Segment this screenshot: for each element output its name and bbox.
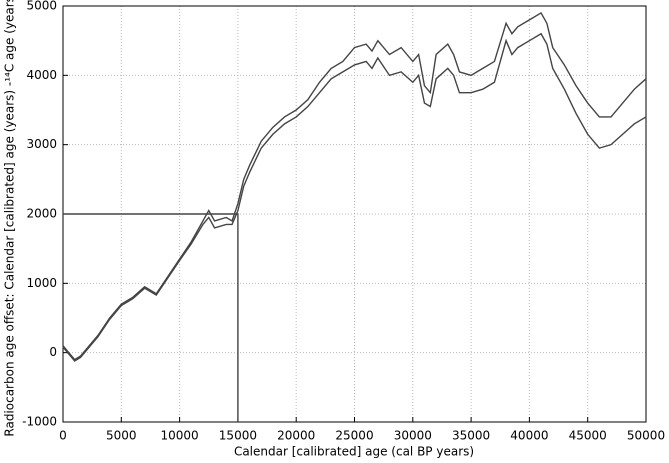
y-axis-label: Radiocarbon age offset: Calendar [calibr… bbox=[3, 0, 17, 437]
y-tick-label: -1000 bbox=[22, 415, 57, 429]
x-tick-label: 20000 bbox=[277, 429, 315, 443]
x-axis-label: Calendar [calibrated] age (cal BP years) bbox=[234, 445, 474, 459]
x-tick-label: 30000 bbox=[394, 429, 432, 443]
y-tick-label: 3000 bbox=[26, 137, 57, 151]
y-tick-label: 4000 bbox=[26, 68, 57, 82]
x-tick-label: 0 bbox=[59, 429, 67, 443]
x-tick-label: 25000 bbox=[335, 429, 373, 443]
y-tick-label: 1000 bbox=[26, 276, 57, 290]
data-line bbox=[63, 213, 239, 422]
x-tick-label: 40000 bbox=[510, 429, 548, 443]
x-tick-label: 50000 bbox=[627, 429, 665, 443]
y-tick-label: 5000 bbox=[26, 0, 57, 13]
x-tick-label: 10000 bbox=[161, 429, 199, 443]
x-tick-label: 15000 bbox=[219, 429, 257, 443]
y-tick-label: 2000 bbox=[26, 207, 57, 221]
y-tick-label: 0 bbox=[49, 345, 57, 359]
data-line bbox=[62, 32, 647, 362]
x-tick-label: 45000 bbox=[569, 429, 607, 443]
data-line bbox=[62, 11, 647, 361]
x-tick-label: 5000 bbox=[106, 429, 137, 443]
x-tick-label: 35000 bbox=[452, 429, 490, 443]
